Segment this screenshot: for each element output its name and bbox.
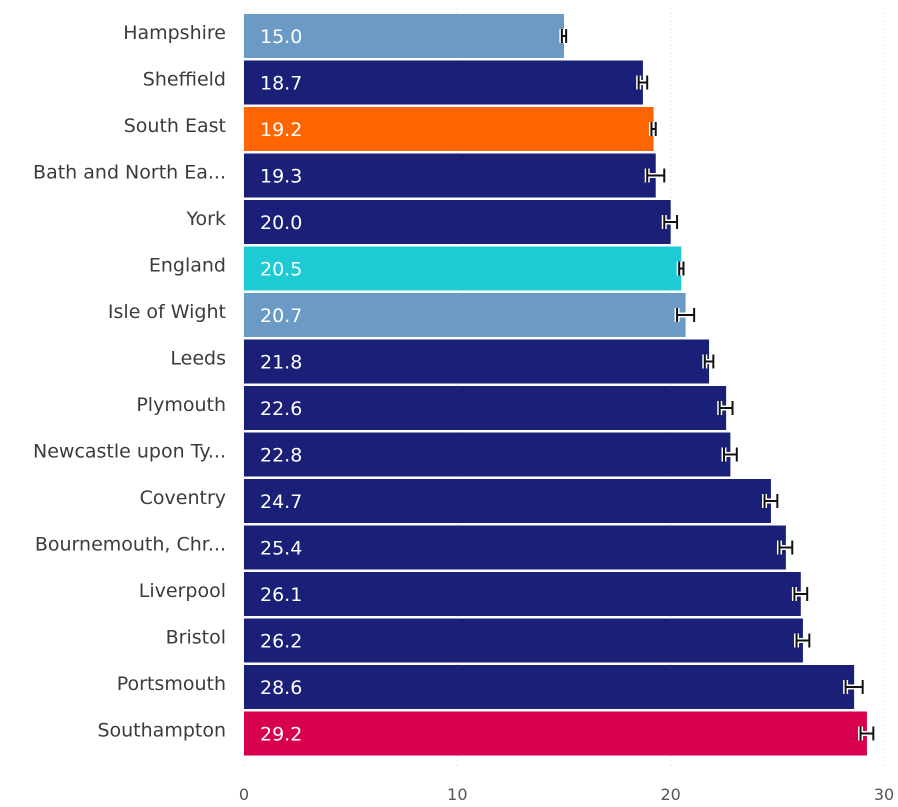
x-tick-label: 0 [239,785,249,804]
data-label: 28.6 [260,677,302,699]
category-label: Leeds [170,348,226,370]
category-label: Bath and North Ea... [33,162,226,184]
category-label: Newcastle upon Ty... [33,441,226,463]
category-label: Liverpool [139,580,226,602]
category-label: Portsmouth [117,673,226,695]
error-bar [702,354,716,369]
error-bar [717,401,736,415]
category-label: Coventry [140,487,226,509]
bar [244,432,731,477]
data-label: 22.6 [260,398,302,420]
category-label: Isle of Wight [108,301,226,323]
bar [244,479,771,523]
data-label: 15.0 [260,26,302,48]
data-label: 25.4 [260,538,302,560]
bar [244,14,564,58]
data-label: 20.0 [260,212,302,234]
data-label: 19.2 [260,119,302,141]
error-bar [636,75,650,90]
data-label: 26.1 [260,584,302,606]
category-label: England [149,255,226,277]
category-label: Plymouth [136,394,226,416]
category-label: Southampton [97,720,226,742]
bar [244,293,686,337]
bar [244,525,786,570]
error-bar [762,494,780,508]
category-label: Sheffield [143,69,226,91]
bars [244,14,867,756]
data-label: 29.2 [260,724,302,746]
category-label: Hampshire [123,22,226,44]
error-bar [843,680,866,694]
error-bar [644,168,667,183]
x-tick-label: 30 [874,785,894,804]
error-bar [791,587,810,601]
labels: 0 10 20 30 15.0 Hampshire 18.7 Sheffield 19.2 Sou… [33,22,894,804]
data-label: 19.3 [260,166,302,188]
error-bar [721,447,740,462]
x-tick-label: 20 [660,785,680,804]
bar [244,618,803,663]
error-bar [559,29,569,43]
x-tick-label: 10 [447,785,467,804]
data-label: 21.8 [260,352,302,374]
error-bar [794,633,812,648]
data-label: 24.7 [260,491,302,513]
bar [244,386,727,430]
error-bar [858,726,876,741]
bar [244,572,801,616]
error-bars [559,29,876,741]
error-bar [648,122,659,136]
data-label: 22.8 [260,445,302,467]
data-label: 26.2 [260,631,302,653]
data-label: 20.5 [260,259,302,281]
bar [244,60,643,105]
category-label: Bournemouth, Chr... [35,534,226,556]
bar [244,107,654,151]
category-label: Bristol [166,627,226,649]
error-bar [661,215,680,229]
error-bar [776,540,795,555]
data-label: 18.7 [260,73,302,95]
bar [244,711,867,756]
error-bar [674,308,697,322]
data-label: 20.7 [260,305,302,327]
bar [244,339,710,384]
bar [244,246,682,291]
bar [244,200,671,244]
category-label: York [185,208,226,230]
bar [244,665,855,709]
category-label: South East [124,115,226,137]
error-bar [676,261,686,276]
bar [244,153,656,198]
